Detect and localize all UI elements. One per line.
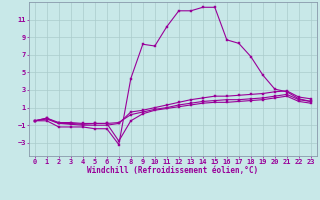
X-axis label: Windchill (Refroidissement éolien,°C): Windchill (Refroidissement éolien,°C)	[87, 166, 258, 175]
